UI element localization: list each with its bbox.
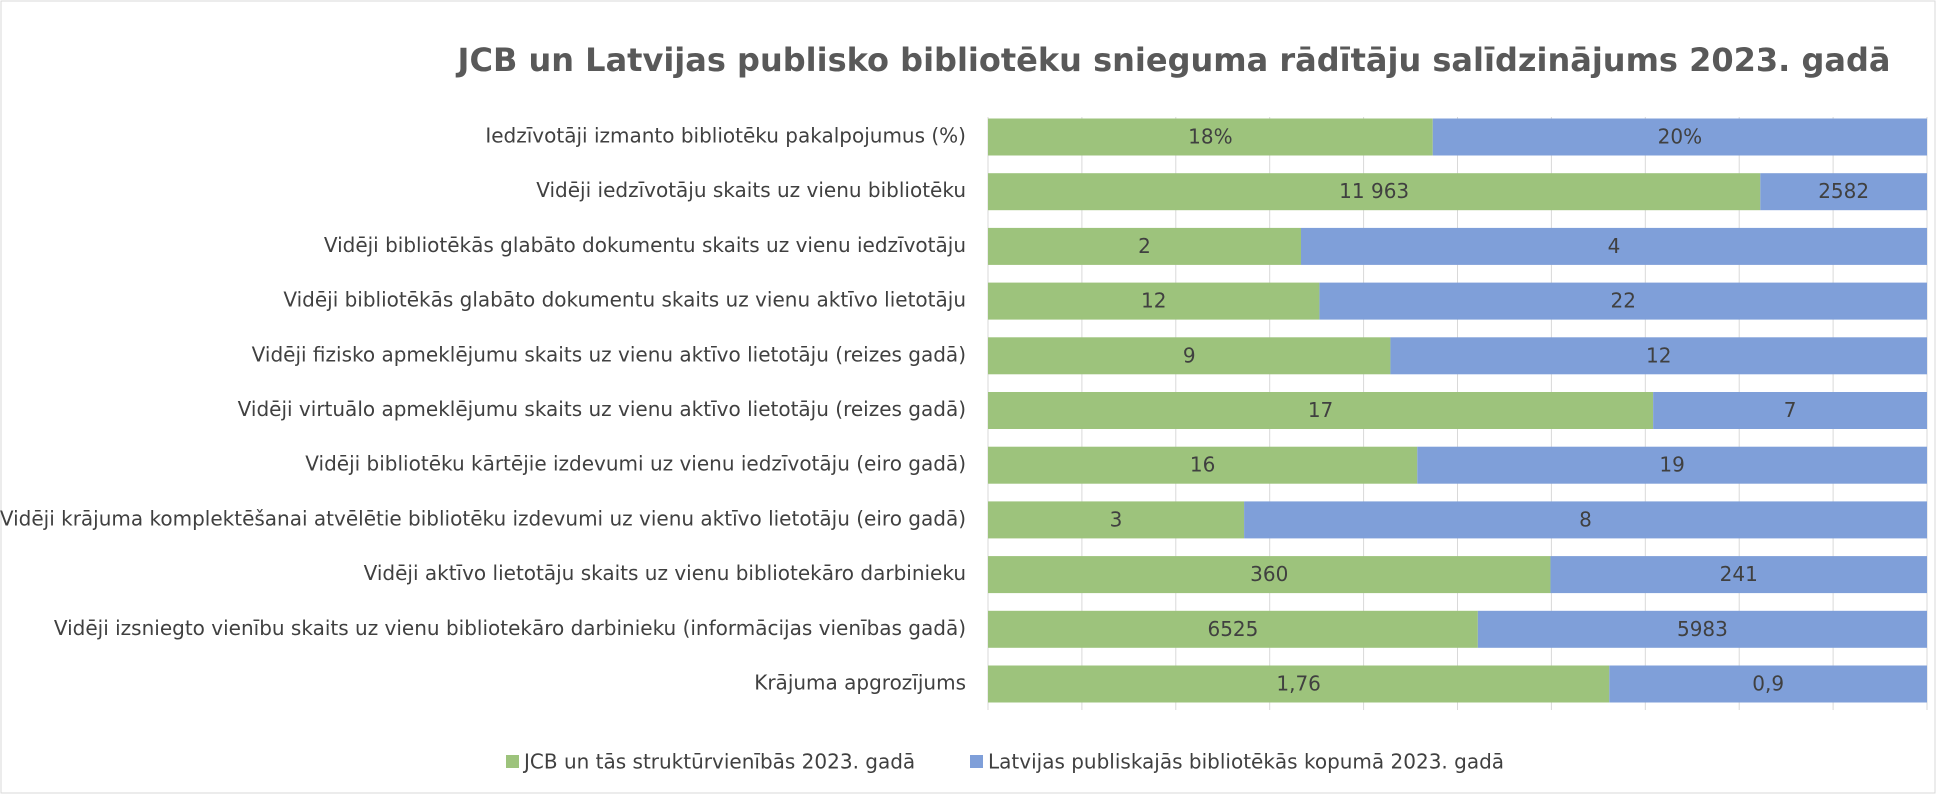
bar <box>1550 556 1927 594</box>
data-label: 19 <box>1659 453 1684 477</box>
legend-swatch <box>970 755 983 768</box>
y-tick-label: Vidēji krājuma komplektēšanai atvēlētie … <box>0 506 966 530</box>
chart-title: JCB un Latvijas publisko bibliotēku snie… <box>456 41 1891 79</box>
y-tick-label: Vidēji izsniegto vienību skaits uz vienu… <box>54 616 966 640</box>
y-tick-label: Vidēji bibliotēku kārtējie izdevumi uz v… <box>305 452 966 476</box>
y-tick-label: Vidēji iedzīvotāju skaits uz vienu bibli… <box>536 178 966 202</box>
bar <box>1417 446 1927 484</box>
data-label: 360 <box>1250 562 1288 586</box>
y-tick-label: Vidēji virtuālo apmeklējumu skaits uz vi… <box>238 397 966 421</box>
y-tick-label: Krājuma apgrozījums <box>754 671 966 695</box>
bar <box>988 556 1551 594</box>
data-label: 16 <box>1190 453 1215 477</box>
y-tick-label: Iedzīvotāji izmanto bibliotēku pakalpoju… <box>485 124 966 148</box>
bar <box>988 337 1391 375</box>
bar <box>988 173 1761 211</box>
data-label: 8 <box>1579 507 1592 531</box>
y-tick-label: Vidēji bibliotēkās glabāto dokumentu ska… <box>324 233 966 257</box>
legend-label: Latvijas publiskajās bibliotēkās kopumā … <box>988 750 1504 774</box>
bar <box>988 665 1610 703</box>
data-label: 17 <box>1308 398 1333 422</box>
data-label: 7 <box>1784 398 1797 422</box>
bar <box>1244 501 1927 539</box>
legend-label: JCB un tās struktūrvienībās 2023. gadā <box>522 750 915 774</box>
bar <box>1477 610 1927 648</box>
data-label: 12 <box>1646 343 1671 367</box>
data-label: 1,76 <box>1276 672 1321 696</box>
legend-swatch <box>506 755 519 768</box>
bar <box>988 282 1320 320</box>
data-label: 0,9 <box>1752 672 1784 696</box>
bar <box>988 392 1654 429</box>
y-tick-label: Vidēji aktīvo lietotāju skaits uz vienu … <box>364 561 966 585</box>
data-label: 12 <box>1141 289 1166 313</box>
data-label: 3 <box>1110 507 1123 531</box>
bar <box>988 118 1433 156</box>
bar <box>988 446 1418 484</box>
data-label: 11 963 <box>1339 179 1409 203</box>
y-tick-label: Vidēji fizisko apmeklējumu skaits uz vie… <box>252 342 966 366</box>
data-label: 22 <box>1610 289 1635 313</box>
bar <box>1609 665 1927 703</box>
bar <box>988 610 1478 648</box>
bar <box>1319 282 1927 320</box>
data-label: 6525 <box>1207 617 1258 641</box>
bar <box>1432 118 1927 156</box>
data-label: 18% <box>1188 125 1232 149</box>
data-label: 4 <box>1608 234 1621 258</box>
data-label: 20% <box>1658 125 1702 149</box>
data-label: 9 <box>1183 343 1196 367</box>
bar <box>988 501 1245 539</box>
bar <box>988 227 1301 265</box>
y-tick-label: Vidēji bibliotēkās glabāto dokumentu ska… <box>283 288 966 312</box>
data-label: 5983 <box>1677 617 1728 641</box>
bar <box>1760 173 1927 211</box>
bar <box>1390 337 1927 375</box>
bar <box>1653 392 1927 429</box>
bar <box>1301 227 1927 265</box>
data-label: 2582 <box>1818 179 1869 203</box>
data-label: 2 <box>1138 234 1151 258</box>
data-label: 241 <box>1720 562 1758 586</box>
